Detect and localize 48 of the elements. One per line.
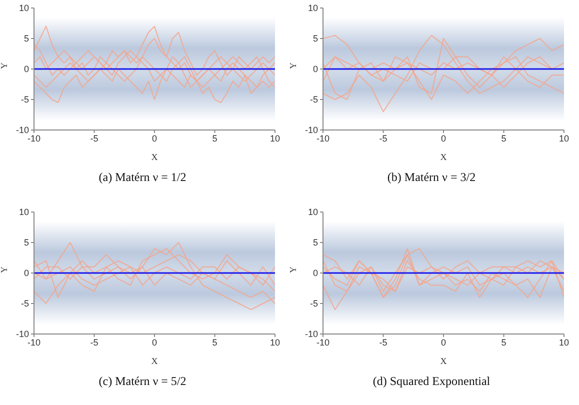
text: (a) Matérn ν = 1/2	[98, 170, 188, 185]
x-tick-label: 0	[440, 133, 446, 144]
y-axis-title: Y	[0, 266, 10, 272]
x-axis-title: X	[440, 152, 448, 162]
y-tick-label: 5	[24, 237, 29, 248]
y-axis-title: Y	[0, 62, 10, 69]
x-tick-label: 0	[440, 336, 446, 347]
y-tick-label: 5	[312, 34, 318, 44]
text: (c) Matérn ν = 5/2	[98, 374, 188, 388]
x-tick-label: 0	[152, 336, 158, 347]
x-tick-label: 10	[270, 336, 280, 347]
y-tick-label: 10	[308, 3, 318, 14]
x-axis-title: X	[440, 356, 448, 366]
y-tick-label: -5	[310, 94, 318, 105]
text: (b) Matérn ν = 3/2	[386, 170, 477, 185]
x-tick-label: 10	[270, 133, 280, 144]
y-tick-label: 0	[312, 268, 318, 278]
x-tick-label: 10	[558, 133, 570, 144]
text: (d) Squared Exponential	[372, 374, 492, 388]
x-tick-label: 10	[558, 336, 570, 347]
y-tick-label: -5	[310, 298, 318, 308]
x-tick-label: 5	[212, 336, 218, 347]
y-tick-label: -10	[16, 328, 29, 339]
y-tick-label: -10	[304, 125, 318, 136]
x-tick-label: -5	[379, 336, 388, 347]
y-axis-title: Y	[288, 266, 298, 272]
y-tick-label: 10	[18, 3, 29, 14]
y-tick-label: 5	[312, 237, 318, 248]
x-tick-label: -5	[90, 336, 98, 347]
y-tick-label: 10	[308, 206, 318, 217]
y-tick-label: -5	[20, 298, 29, 308]
y-tick-label: -10	[304, 328, 318, 339]
y-tick-label: -5	[20, 94, 29, 105]
y-tick-label: 5	[24, 34, 29, 44]
x-axis-title: X	[151, 152, 158, 162]
y-tick-label: 10	[18, 206, 29, 217]
y-tick-label: 0	[312, 64, 318, 74]
y-tick-label: -10	[16, 125, 29, 136]
x-tick-label: 0	[152, 133, 158, 144]
x-tick-label: -5	[379, 133, 388, 144]
x-tick-label: 5	[501, 336, 506, 347]
x-tick-label: -5	[90, 133, 98, 144]
y-axis-title: Y	[288, 62, 298, 69]
x-axis-title: X	[151, 356, 158, 366]
y-tick-label: 0	[24, 64, 29, 74]
x-tick-label: 5	[501, 133, 506, 144]
x-tick-label: 5	[212, 133, 218, 144]
y-tick-label: 0	[24, 268, 29, 278]
